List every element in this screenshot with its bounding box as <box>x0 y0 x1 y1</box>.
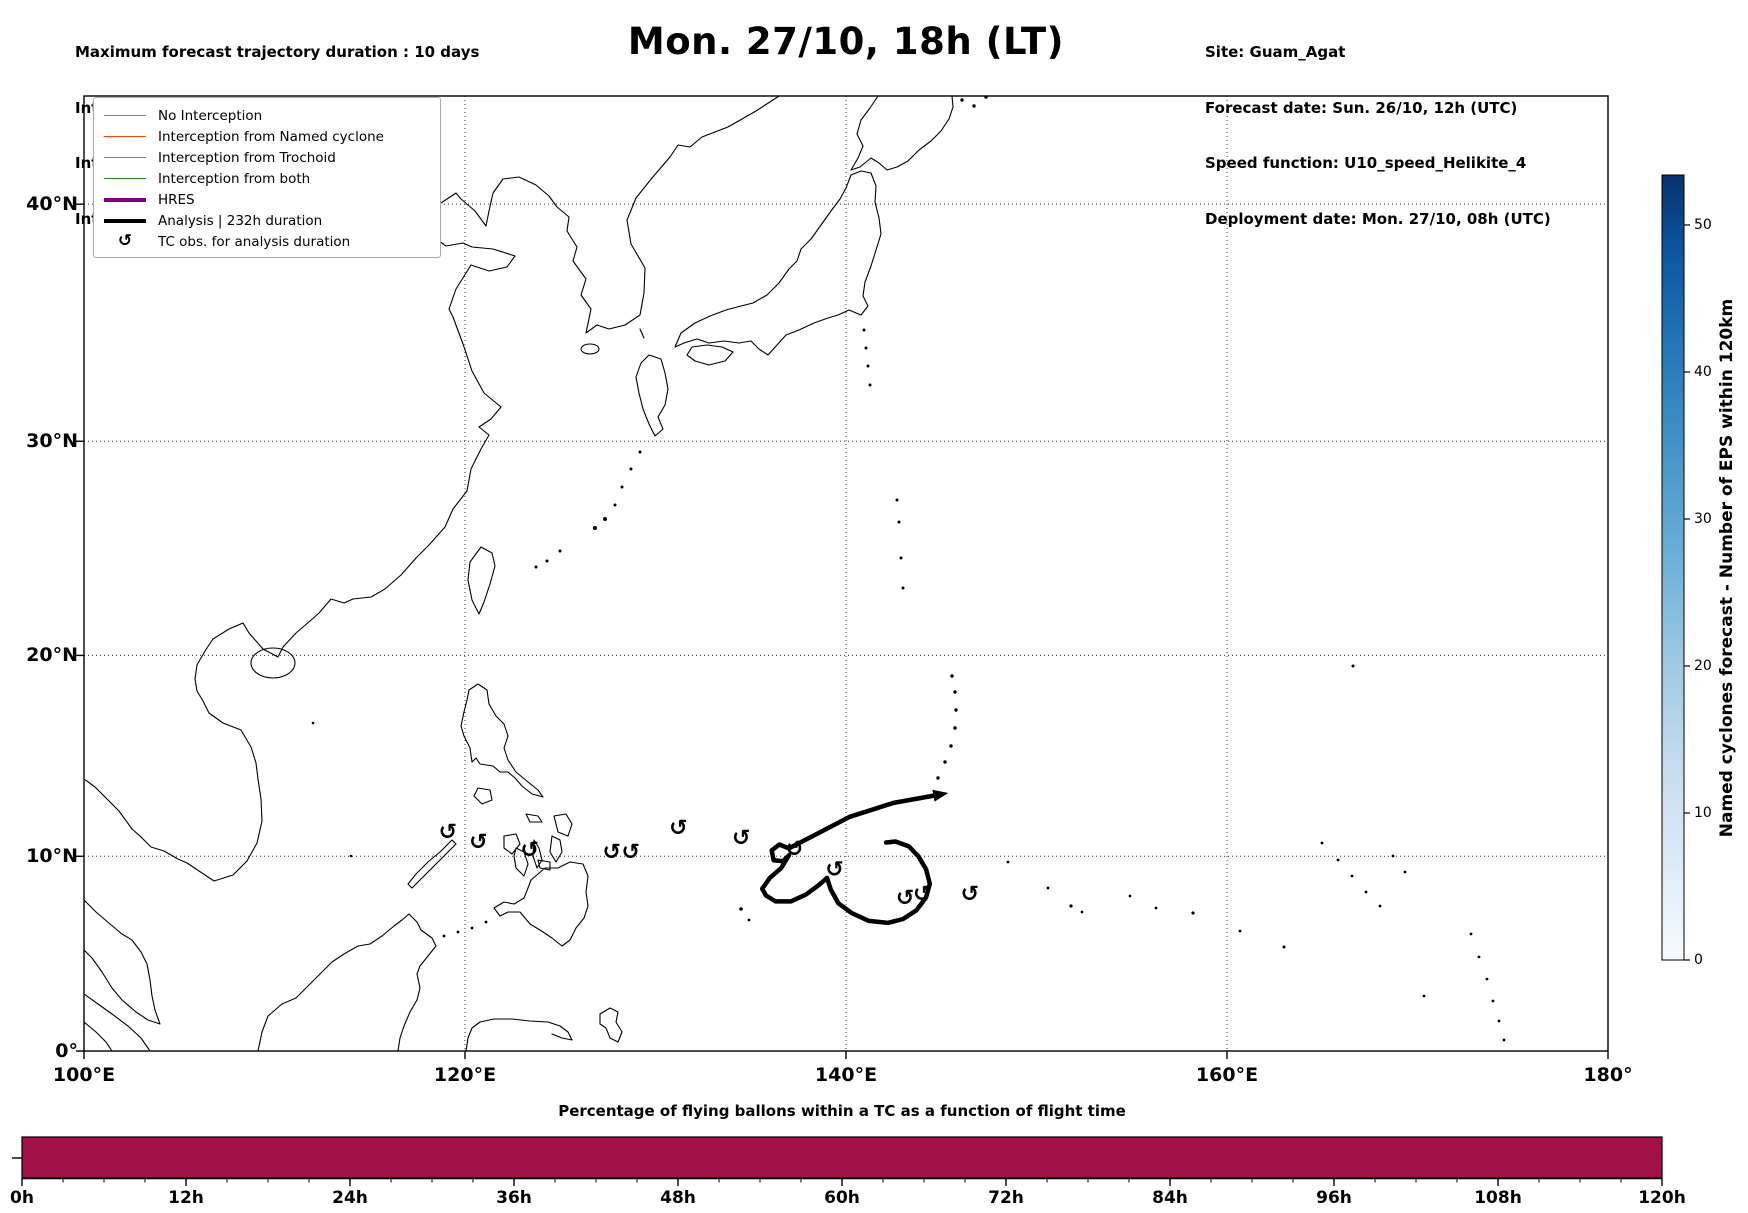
tc-obs-marker-icon: ↺ <box>913 882 931 907</box>
deployment-date-line: Deployment date: Mon. 27/10, 08h (UTC) <box>1205 209 1551 228</box>
tc-obs-marker-icon: ↺ <box>961 882 979 907</box>
legend-row: Interception from Trochoid <box>104 147 432 168</box>
coast-malay-peninsula <box>84 899 161 1025</box>
legend-row: HRES <box>104 189 432 210</box>
named-cyclone-line-sample <box>104 135 146 138</box>
legend-label: TC obs. for analysis duration <box>158 233 351 250</box>
no-interception-line-sample <box>104 114 146 117</box>
hres-line-sample <box>104 197 146 202</box>
legend-row: Analysis | 232h duration <box>104 210 432 231</box>
trochoid-line-sample <box>104 156 146 159</box>
map-legend: No Interception Interception from Named … <box>93 97 441 258</box>
tc-obs-marker-icon: ↺ <box>521 838 539 863</box>
track-overlay: ↺ ↺ ↺ ↺ ↺↺ ↺ ↺↺↺↺ ↺ <box>439 789 979 926</box>
small-islands <box>311 96 1506 1042</box>
site-line: Site: Guam_Agat <box>1205 43 1346 61</box>
flight-time-bar <box>21 1136 1663 1179</box>
legend-label: No Interception <box>158 107 263 124</box>
bar-chart-title: Percentage of flying ballons within a TC… <box>558 1102 1126 1120</box>
legend-row: Interception from Named cyclone <box>104 126 432 147</box>
coast-sulawesi-halmahera <box>465 1007 623 1051</box>
tc-obs-marker-icon: ↺ <box>469 830 487 855</box>
colorbar-axis-label: Named cyclones forecast - Number of EPS … <box>1717 298 1737 838</box>
tc-obs-symbol-icon: ↺ <box>117 231 133 251</box>
tc-obs-marker-icon: ↺ <box>732 826 750 851</box>
legend-label: Interception from Trochoid <box>158 149 336 166</box>
legend-row: No Interception <box>104 105 432 126</box>
coast-taiwan-hainan <box>250 546 496 679</box>
tc-obs-marker-icon: ↺ <box>825 858 843 883</box>
coastlines <box>84 96 1506 1051</box>
map-frame <box>83 95 1609 1052</box>
header-left-line: Maximum forecast trajectory duration : 1… <box>75 43 480 61</box>
coast-philippines <box>407 683 589 947</box>
coast-sumatra <box>84 993 151 1051</box>
forecast-date-line: Forecast date: Sun. 26/10, 12h (UTC) <box>1205 98 1518 117</box>
analysis-track <box>759 792 940 926</box>
coast-japan <box>580 96 954 437</box>
tc-obs-marker-icon: ↺ <box>669 816 687 841</box>
legend-label: Interception from Named cyclone <box>158 128 384 145</box>
legend-row: ↺ TC obs. for analysis duration <box>104 231 432 252</box>
coast-asia-mainland <box>84 96 780 882</box>
tc-obs-marker-icon: ↺ <box>602 840 620 865</box>
coast-borneo <box>257 913 437 1051</box>
figure-title: Mon. 27/10, 18h (LT) <box>627 20 1065 63</box>
both-line-sample <box>104 177 146 180</box>
colorbar <box>1661 174 1685 961</box>
axis-ticks <box>76 203 1609 1059</box>
tc-obs-marker-icon: ↺ <box>622 840 640 865</box>
tc-obs-marker-icon: ↺ <box>896 886 914 911</box>
track-arrowhead-icon <box>932 789 949 802</box>
colorbar-ticks <box>1684 224 1690 961</box>
header-right-block: Site: Guam_Agat Forecast date: Sun. 26/1… <box>1205 6 1551 265</box>
tc-obs-marker-icon: ↺ <box>439 820 457 845</box>
legend-label: Interception from both <box>158 170 311 187</box>
bar-axis-ticks <box>21 1178 1663 1186</box>
tc-obs-marker-icon: ↺ <box>785 837 803 862</box>
legend-row: Interception from both <box>104 168 432 189</box>
legend-label: Analysis | 232h duration <box>158 212 323 229</box>
legend-label: HRES <box>158 191 195 208</box>
speed-function-line: Speed function: U10_speed_Helikite_4 <box>1205 154 1527 172</box>
analysis-line-sample <box>104 218 146 223</box>
